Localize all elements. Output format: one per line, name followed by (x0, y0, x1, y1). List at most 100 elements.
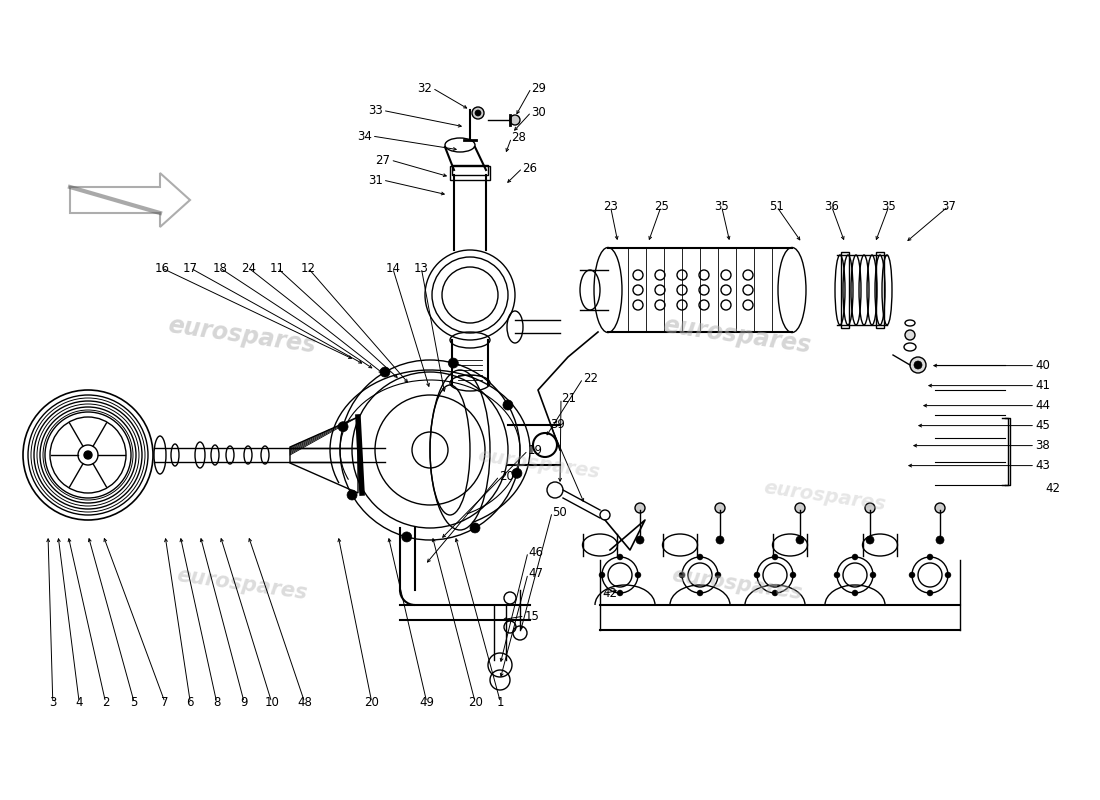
Text: 32: 32 (417, 82, 432, 94)
Text: 33: 33 (368, 104, 383, 117)
Text: eurospares: eurospares (476, 446, 602, 482)
Circle shape (927, 590, 933, 596)
Text: 15: 15 (525, 610, 540, 622)
Circle shape (909, 572, 915, 578)
Circle shape (910, 357, 926, 373)
Bar (452, 165, 488, 175)
Text: 40: 40 (1035, 359, 1050, 372)
Text: 35: 35 (881, 200, 896, 213)
Circle shape (697, 554, 703, 560)
Circle shape (600, 572, 605, 578)
Text: 10: 10 (264, 696, 279, 709)
Text: eurospares: eurospares (166, 314, 318, 358)
Circle shape (870, 572, 876, 578)
Text: 14: 14 (385, 262, 400, 274)
Circle shape (852, 554, 858, 560)
Text: 44: 44 (1035, 399, 1050, 412)
Circle shape (936, 536, 944, 544)
Circle shape (635, 572, 641, 578)
Text: 2: 2 (102, 696, 109, 709)
Text: 34: 34 (356, 130, 372, 142)
Text: 24: 24 (241, 262, 256, 274)
Bar (450, 166, 490, 180)
Circle shape (470, 523, 480, 533)
Text: 30: 30 (531, 106, 546, 118)
Text: 39: 39 (550, 418, 565, 430)
Bar (876, 252, 884, 328)
Circle shape (503, 400, 513, 410)
Text: 13: 13 (414, 262, 429, 274)
Text: 6: 6 (187, 696, 194, 709)
Text: 18: 18 (212, 262, 228, 274)
Circle shape (338, 422, 348, 432)
Text: 16: 16 (154, 262, 169, 274)
Circle shape (617, 590, 623, 596)
Text: 48: 48 (297, 696, 312, 709)
Circle shape (402, 532, 411, 542)
Text: 50: 50 (552, 506, 567, 518)
Circle shape (715, 572, 720, 578)
Text: eurospares: eurospares (670, 565, 804, 603)
Text: 43: 43 (1035, 459, 1050, 472)
Text: 17: 17 (183, 262, 198, 274)
Text: 21: 21 (561, 392, 576, 405)
Circle shape (945, 572, 952, 578)
Text: 1: 1 (497, 696, 504, 709)
Circle shape (379, 367, 390, 377)
Text: 42: 42 (1045, 482, 1060, 495)
Text: 20: 20 (364, 696, 380, 709)
Circle shape (697, 590, 703, 596)
Text: 26: 26 (522, 162, 538, 174)
Circle shape (772, 590, 778, 596)
Circle shape (795, 503, 805, 513)
Text: 28: 28 (512, 131, 527, 144)
Text: 19: 19 (528, 444, 543, 457)
Text: 38: 38 (1035, 439, 1049, 452)
Circle shape (852, 590, 858, 596)
Text: 5: 5 (131, 696, 138, 709)
Text: 41: 41 (1035, 379, 1050, 392)
Circle shape (865, 503, 874, 513)
Text: 36: 36 (824, 200, 839, 213)
Text: 49: 49 (419, 696, 435, 709)
Circle shape (636, 536, 644, 544)
Circle shape (790, 572, 796, 578)
Circle shape (715, 503, 725, 513)
Text: 23: 23 (603, 200, 618, 213)
Text: 35: 35 (714, 200, 729, 213)
Text: 37: 37 (940, 200, 956, 213)
Circle shape (754, 572, 760, 578)
Text: eurospares: eurospares (175, 565, 309, 603)
Circle shape (679, 572, 685, 578)
Text: 11: 11 (270, 262, 285, 274)
Circle shape (716, 536, 724, 544)
Text: 9: 9 (241, 696, 248, 709)
Text: 42: 42 (603, 587, 618, 600)
Circle shape (866, 536, 874, 544)
Circle shape (834, 572, 840, 578)
Circle shape (449, 358, 459, 368)
Circle shape (512, 468, 521, 478)
Text: 45: 45 (1035, 419, 1050, 432)
Text: 27: 27 (375, 154, 390, 166)
Text: eurospares: eurospares (661, 314, 813, 358)
Text: 3: 3 (50, 696, 56, 709)
Text: 25: 25 (653, 200, 669, 213)
Circle shape (617, 554, 623, 560)
Circle shape (905, 330, 915, 340)
Bar (842, 252, 849, 328)
Text: 4: 4 (76, 696, 82, 709)
Text: 12: 12 (300, 262, 316, 274)
Text: 46: 46 (528, 546, 543, 558)
Text: 20: 20 (499, 470, 515, 482)
Text: 7: 7 (162, 696, 168, 709)
Circle shape (472, 107, 484, 119)
Text: 8: 8 (213, 696, 220, 709)
Text: 22: 22 (583, 372, 598, 385)
Circle shape (348, 490, 358, 500)
Circle shape (935, 503, 945, 513)
Circle shape (914, 361, 922, 369)
Circle shape (927, 554, 933, 560)
Text: 31: 31 (367, 174, 383, 186)
Circle shape (635, 503, 645, 513)
